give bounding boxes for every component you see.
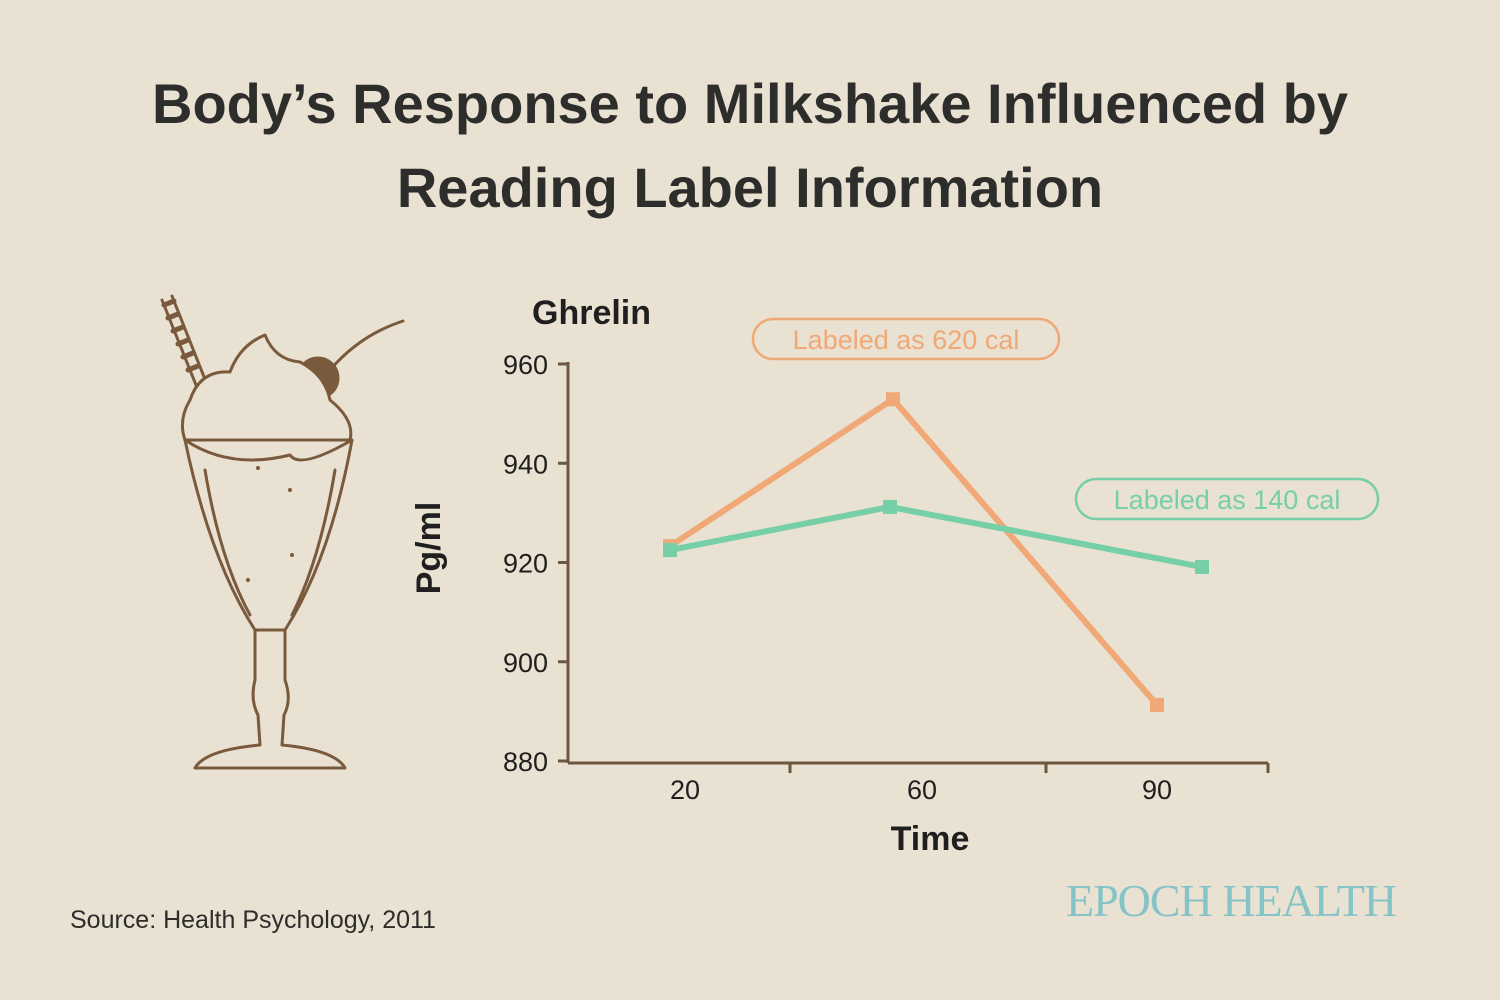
y-tick-label: 920 — [503, 549, 548, 579]
legend-badge — [1074, 477, 1380, 521]
data-point — [663, 543, 677, 558]
x-tick-label: 60 — [907, 775, 937, 805]
x-tick-label: 90 — [1142, 775, 1172, 805]
legend-label: Labeled as 620 cal — [793, 325, 1020, 355]
data-point — [886, 392, 900, 407]
page-title: Body’s Response to Milkshake Influenced … — [0, 62, 1500, 230]
series-line-1 — [669, 503, 1203, 570]
series-line-0 — [668, 396, 1160, 707]
x-axis-label: Time — [891, 820, 970, 858]
data-point — [883, 499, 897, 514]
data-point — [1195, 559, 1209, 574]
y-tick-label: 900 — [503, 648, 548, 678]
legend-badge — [751, 317, 1061, 361]
x-tick-label: 20 — [670, 775, 700, 805]
y-tick-label: 880 — [503, 747, 548, 777]
y-tick-label: 940 — [503, 449, 548, 479]
data-point — [1150, 697, 1164, 712]
title-line-2: Reading Label Information — [396, 156, 1104, 219]
y-axis-label: Pg/ml — [410, 502, 448, 595]
chart-title: Ghrelin — [532, 294, 651, 332]
y-tick-label: 960 — [503, 350, 548, 380]
source-note: Source: Health Psychology, 2011 — [70, 906, 436, 934]
title-line-1: Body’s Response to Milkshake Influenced … — [152, 72, 1348, 135]
legend-label: Labeled as 140 cal — [1114, 485, 1341, 515]
epoch-health-logo: EPOCH HEALTH — [1066, 875, 1397, 926]
